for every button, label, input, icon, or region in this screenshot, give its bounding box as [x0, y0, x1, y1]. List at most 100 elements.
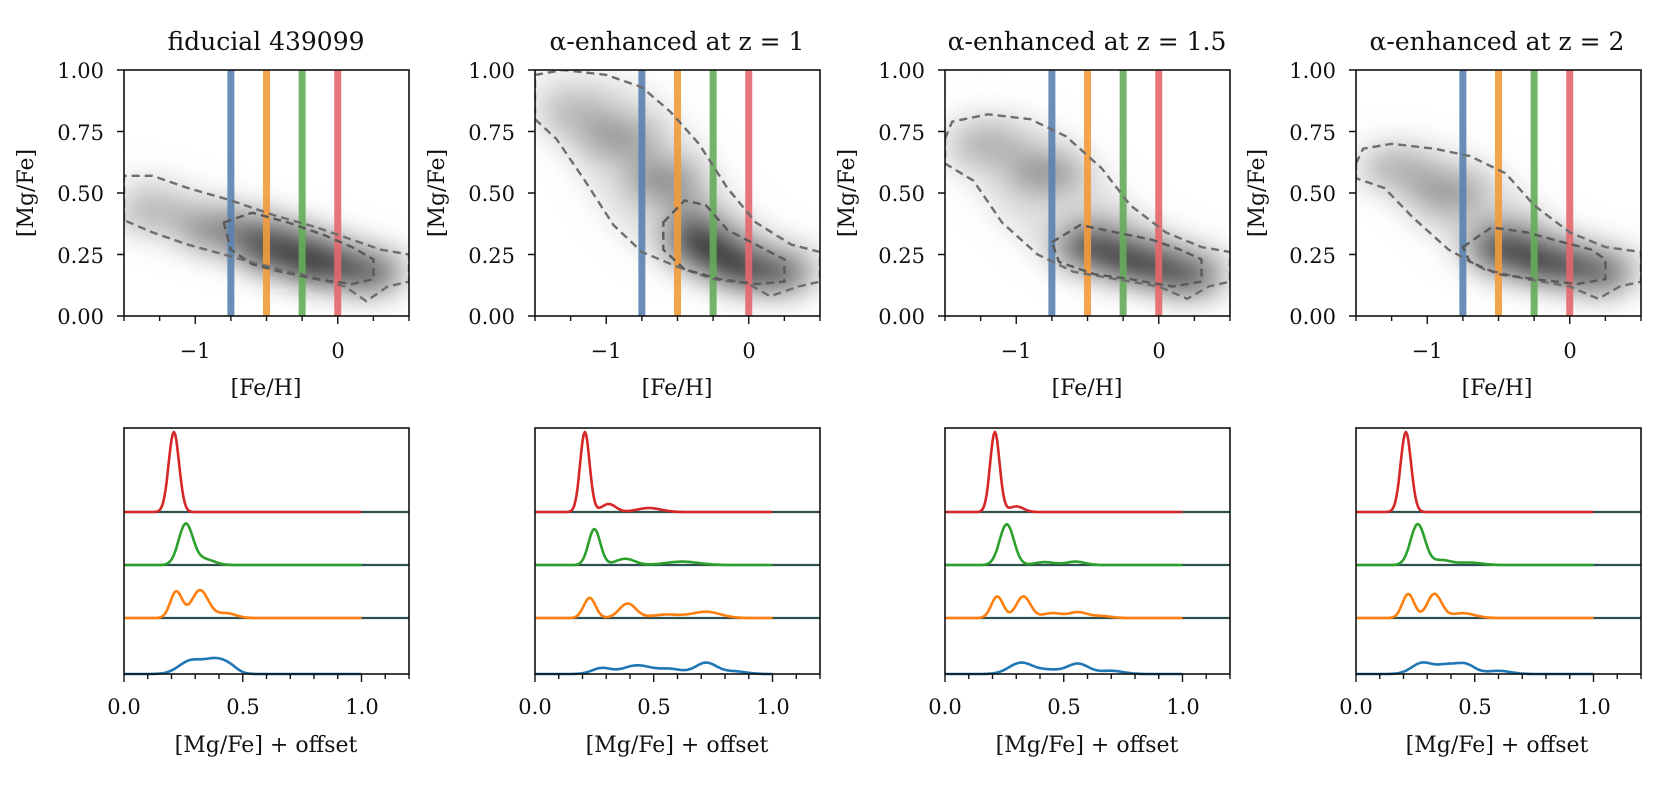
- ridgeline-panel: 0.0 0.5 1.0 [Mg/Fe] + offset: [107, 427, 410, 758]
- ridgeline-plot-area: [123, 430, 409, 676]
- ridgeline-panel: 0.0 0.5 1.0 [Mg/Fe] + offset: [928, 427, 1231, 758]
- inner-contour: [1461, 226, 1607, 286]
- outer-contour: [124, 174, 409, 303]
- x-axis-label: [Mg/Fe] + offset: [996, 733, 1179, 758]
- inner-contour: [222, 211, 375, 286]
- ridgeline-plot-area: [944, 430, 1230, 676]
- inner-contour: [662, 199, 786, 286]
- x-tick-label: 0: [1563, 339, 1576, 363]
- inner-contour: [1050, 223, 1203, 288]
- ridgeline-plot-area: [534, 430, 820, 676]
- y-tick-label: 0.25: [1289, 244, 1336, 268]
- x-tick-label: −1: [1412, 339, 1443, 363]
- density-blob: [328, 251, 405, 292]
- panel-title: α-enhanced at z = 1.5: [948, 27, 1227, 56]
- x-tick-label: −1: [180, 339, 211, 363]
- ridgeline-panel: 0.0 0.5 1.0 [Mg/Fe] + offset: [518, 427, 821, 758]
- density-plot-area: [535, 70, 820, 316]
- ridge-distribution-line: [123, 522, 362, 567]
- plot-frame: [1355, 427, 1642, 675]
- y-tick-label: 0.75: [878, 121, 925, 145]
- ridge-distribution-line: [944, 661, 1183, 676]
- ridge-distribution-line: [944, 595, 1183, 620]
- y-tick-label: 0.50: [1289, 182, 1336, 206]
- density-blob: [1560, 251, 1637, 292]
- ridge-distribution-line: [534, 527, 773, 567]
- y-tick-label: 0.25: [57, 244, 104, 268]
- density-panel: α-enhanced at z = 2 1.00 0.75 0.50 0.25 …: [1245, 27, 1642, 401]
- outer-contour: [945, 113, 1230, 301]
- panel-title: α-enhanced at z = 1: [550, 27, 805, 56]
- y-tick-label: 0.25: [468, 244, 515, 268]
- x-tick-label: 0.0: [107, 695, 140, 719]
- density-blob: [582, 118, 659, 159]
- x-tick-label: 0.5: [226, 695, 259, 719]
- y-tick-label: 0.50: [878, 182, 925, 206]
- density-blob: [625, 160, 702, 201]
- ridge-distribution-line: [123, 588, 362, 620]
- density-blob: [739, 251, 816, 292]
- y-tick-label: 0.00: [468, 305, 515, 329]
- plot-frame: [123, 427, 410, 675]
- ridge-distribution-line: [1355, 592, 1594, 620]
- ridge-distribution-line: [1355, 661, 1594, 676]
- ridge-distribution-line: [123, 656, 362, 676]
- density-panel: fiducial 439099 1.00 0.75 0.50 0.25 0.00…: [14, 27, 410, 401]
- y-axis-label: [Mg/Fe]: [1245, 149, 1270, 237]
- y-tick-label: 0.75: [1289, 121, 1336, 145]
- density-blob: [1360, 148, 1437, 189]
- density-plot-area: [124, 70, 409, 316]
- ridge-distribution-line: [123, 430, 362, 514]
- x-tick-label: 0.0: [928, 695, 961, 719]
- y-tick-label: 0.75: [57, 121, 104, 145]
- density-plot-area: [945, 70, 1230, 316]
- x-tick-label: 1.0: [756, 695, 789, 719]
- density-blob: [124, 192, 191, 233]
- panel-title: α-enhanced at z = 2: [1370, 27, 1625, 56]
- y-tick-label: 1.00: [57, 59, 104, 83]
- y-axis-label: [Mg/Fe]: [425, 149, 450, 237]
- density-blob: [1006, 153, 1083, 194]
- x-tick-label: 0.0: [1339, 695, 1372, 719]
- density-blob: [1410, 173, 1487, 213]
- x-tick-label: 0.5: [1458, 695, 1491, 719]
- x-axis-label: [Mg/Fe] + offset: [586, 733, 769, 758]
- x-axis-label: [Mg/Fe] + offset: [1406, 733, 1589, 758]
- x-axis-label: [Fe/H]: [642, 376, 713, 401]
- density-field: [124, 175, 409, 302]
- ridge-distribution-line: [534, 661, 773, 676]
- x-axis-label: [Fe/H]: [231, 376, 302, 401]
- y-tick-label: 1.00: [1289, 59, 1336, 83]
- x-tick-label: 0.0: [518, 695, 551, 719]
- ridge-distribution-line: [1355, 522, 1594, 567]
- density-plot-area: [1356, 70, 1641, 316]
- density-panel: α-enhanced at z = 1.5 1.00 0.75 0.50 0.2…: [835, 27, 1231, 401]
- y-tick-label: 1.00: [468, 59, 515, 83]
- y-tick-label: 0.50: [468, 182, 515, 206]
- x-tick-label: −1: [591, 339, 622, 363]
- x-axis-label: [Fe/H]: [1462, 376, 1533, 401]
- x-tick-label: 1.0: [1577, 695, 1610, 719]
- panel-title: fiducial 439099: [167, 27, 364, 56]
- y-tick-label: 0.00: [878, 305, 925, 329]
- y-tick-label: 0.50: [57, 182, 104, 206]
- y-tick-label: 0.25: [878, 244, 925, 268]
- ridge-distribution-line: [534, 430, 773, 514]
- ridge-distribution-line: [1355, 430, 1594, 514]
- outer-contour: [535, 70, 820, 298]
- y-tick-label: 0.75: [468, 121, 515, 145]
- y-tick-label: 1.00: [878, 59, 925, 83]
- ridge-distribution-line: [944, 430, 1183, 514]
- ridgeline-panel: 0.0 0.5 1.0 [Mg/Fe] + offset: [1339, 427, 1642, 758]
- y-axis-label: [Mg/Fe]: [14, 149, 39, 237]
- x-tick-label: 0.5: [1047, 695, 1080, 719]
- y-tick-label: 0.00: [1289, 305, 1336, 329]
- x-tick-label: 0: [331, 339, 344, 363]
- x-tick-label: 1.0: [1166, 695, 1199, 719]
- plot-frame: [944, 427, 1231, 675]
- ridge-distribution-line: [944, 522, 1183, 567]
- density-blob: [949, 123, 1026, 164]
- x-tick-label: 1.0: [345, 695, 378, 719]
- x-axis-label: [Fe/H]: [1052, 376, 1123, 401]
- y-axis-label: [Mg/Fe]: [835, 149, 860, 237]
